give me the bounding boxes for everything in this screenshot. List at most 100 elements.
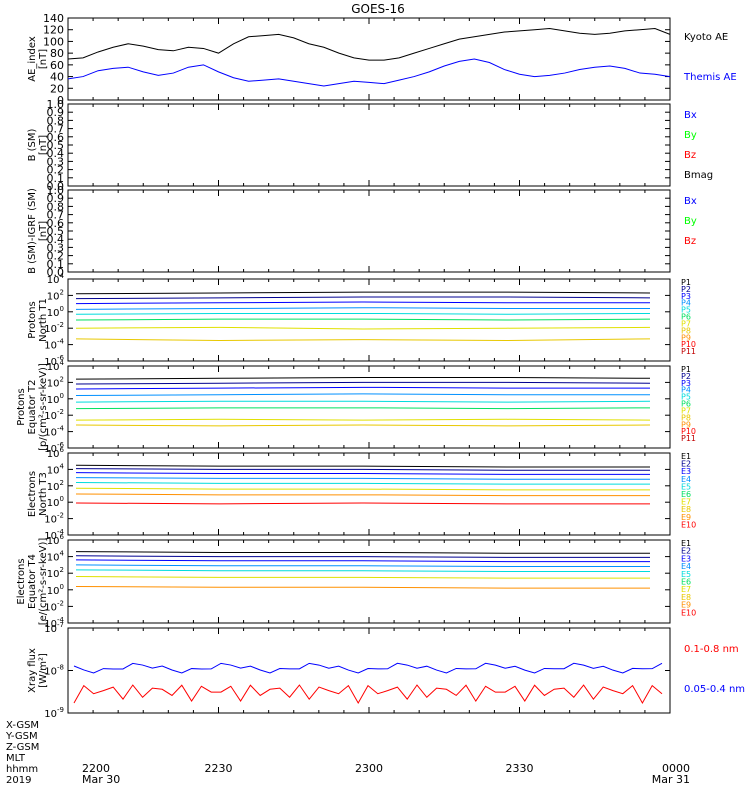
panel-7: 10-4 10-2 100 102 104 106 Electrons Equator T4[… xyxy=(16,533,696,630)
x-date-label: Mar 31 xyxy=(652,773,690,786)
legend-label: E6 xyxy=(681,490,691,499)
footer-row-label: Z-GSM xyxy=(6,742,39,753)
series-line xyxy=(75,487,650,491)
y-tick-label: 10-6 xyxy=(44,354,64,368)
legend-label: E8 xyxy=(681,505,691,514)
series-line xyxy=(75,318,651,321)
panel-3: 0.00.10.20.30.40.50.60.70.80.91.0 B (SM)-… xyxy=(27,184,697,279)
panel-frame xyxy=(67,189,671,273)
y-tick-label: 10-6 xyxy=(44,441,64,455)
y-axis-label: North T3 xyxy=(38,472,49,516)
series-line xyxy=(75,477,650,480)
panel-2: 0.00.10.20.30.40.50.60.70.80.91.0 B (SM)[… xyxy=(27,98,713,193)
series-line xyxy=(75,559,650,563)
series-line xyxy=(73,662,663,674)
y-tick-label: 0.7 xyxy=(47,123,65,136)
x-tick-label: 2300 xyxy=(355,762,383,775)
legend-label: P3 xyxy=(681,292,691,301)
y-tick-label: 102 xyxy=(47,566,64,580)
legend-label: P4 xyxy=(681,299,691,308)
legend-label: P5 xyxy=(681,393,691,402)
y-tick-label: 1.0 xyxy=(47,184,65,197)
y-tick-label: 10-2 xyxy=(44,599,64,613)
legend-label: Bmag xyxy=(684,170,713,181)
footer-row-label: Y-GSM xyxy=(5,731,38,742)
legend-label: E1 xyxy=(681,452,691,461)
panel-4: 10-6 10-4 10-2 100 102 104 Protons North T1 P1P2… xyxy=(27,272,696,368)
y-axis-label: [nT] xyxy=(38,135,49,155)
series-line xyxy=(75,555,650,558)
legend-label: E3 xyxy=(681,554,691,563)
panel-frame xyxy=(67,103,671,187)
y-axis-label: [nT] xyxy=(38,49,49,69)
legend-label: P11 xyxy=(681,347,696,356)
y-tick-label: 100 xyxy=(47,392,64,406)
y-tick-label: 10-2 xyxy=(44,512,64,526)
y-tick-label: 1.0 xyxy=(47,98,65,111)
series-line xyxy=(75,400,651,403)
y-tick-label: 10-4 xyxy=(44,338,64,352)
footer-row-label: X-GSM xyxy=(6,720,39,731)
legend-label: P7 xyxy=(681,406,691,415)
series-line xyxy=(75,381,651,385)
legend-label: P11 xyxy=(681,434,696,443)
series-line xyxy=(73,684,663,704)
y-tick-label: 106 xyxy=(47,533,65,547)
y-tick-label: 0.8 xyxy=(47,200,65,213)
y-tick-label: 0.0 xyxy=(47,180,65,193)
y-tick-label: 104 xyxy=(47,550,65,564)
y-tick-label: 10-8 xyxy=(44,664,64,678)
legend-label: E5 xyxy=(681,570,691,579)
panel-8: 10-9 10-8 10-7 Xray flux [W/m²] 0.1-0.8 nm 0.0… xyxy=(27,621,745,720)
y-tick-label: 10-4 xyxy=(44,616,64,630)
y-axis-label: [p/(cm²-s-sr-keV)] xyxy=(38,363,49,451)
y-tick-label: 0.2 xyxy=(47,164,65,177)
legend-label: E7 xyxy=(681,498,691,507)
y-tick-label: 104 xyxy=(47,462,65,476)
series-line xyxy=(75,493,650,497)
series-line xyxy=(75,393,650,397)
y-tick-label: 104 xyxy=(47,272,65,286)
y-tick-label: 0.7 xyxy=(47,209,65,222)
series-line xyxy=(75,585,650,589)
y-tick-label: 0.3 xyxy=(47,241,65,254)
y-axis-label: Electrons xyxy=(27,471,38,517)
legend-label: E3 xyxy=(681,467,691,476)
y-axis-label: [W/m²] xyxy=(38,653,49,688)
series-line xyxy=(75,301,650,305)
series-line xyxy=(75,407,651,410)
legend-label: P6 xyxy=(681,400,691,409)
legend-label: 0.1-0.8 nm xyxy=(684,644,739,655)
x-tick-label: 2330 xyxy=(506,762,534,775)
legend-label: Kyoto AE xyxy=(684,32,728,43)
y-tick-label: 10-4 xyxy=(44,528,64,542)
legend-label: P10 xyxy=(681,340,696,349)
y-tick-label: 106 xyxy=(47,446,65,460)
legend-label: E4 xyxy=(681,475,691,484)
legend-label: P9 xyxy=(681,420,691,429)
y-tick-label: 0.0 xyxy=(47,266,65,279)
series-line xyxy=(75,296,651,300)
y-tick-label: 0.5 xyxy=(47,139,65,152)
x-tick-label: 0000 xyxy=(662,762,690,775)
legend-label: P1 xyxy=(681,278,691,287)
series-line xyxy=(75,307,650,310)
series-line xyxy=(75,551,650,554)
x-tick-label: 2200 xyxy=(82,762,110,775)
legend-label: E9 xyxy=(681,601,691,610)
y-tick-label: 0.6 xyxy=(47,131,65,144)
series-line xyxy=(75,338,651,342)
y-tick-label: 0.4 xyxy=(47,233,65,246)
y-tick-label: 0.8 xyxy=(47,114,65,127)
series-line xyxy=(75,482,650,485)
y-tick-label: 10-7 xyxy=(44,621,64,635)
series-line xyxy=(75,326,651,330)
y-axis-label: [nT] xyxy=(38,221,49,241)
series-line xyxy=(75,386,650,390)
legend-label: E1 xyxy=(681,539,691,548)
y-tick-label: 0.4 xyxy=(47,147,65,160)
y-tick-label: 100 xyxy=(47,305,64,319)
legend-label: E5 xyxy=(681,482,691,491)
